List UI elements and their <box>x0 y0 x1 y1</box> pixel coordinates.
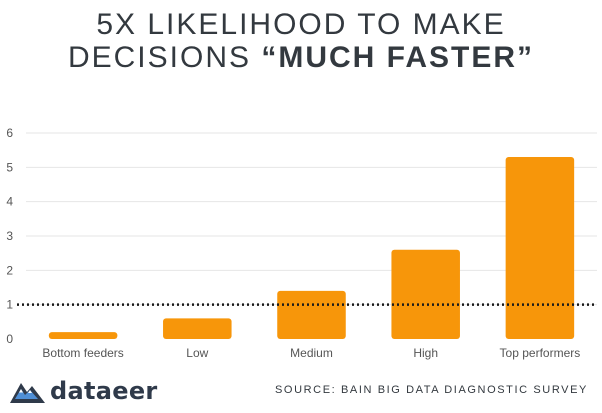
x-tick-label: Medium <box>290 346 333 360</box>
x-tick-label: High <box>413 346 438 360</box>
bar <box>391 249 460 339</box>
bar <box>505 157 575 339</box>
y-tick-label: 4 <box>6 195 13 209</box>
mountain-logo-icon <box>10 383 45 403</box>
x-tick-label: Low <box>186 346 208 360</box>
bar <box>163 318 232 339</box>
y-tick-label: 0 <box>6 332 13 346</box>
title-line-2-prefix: DECISIONS <box>67 41 262 74</box>
y-tick-label: 3 <box>6 229 13 243</box>
x-tick-label: Top performers <box>500 346 581 360</box>
y-tick-label: 5 <box>6 160 13 174</box>
bar <box>277 290 346 339</box>
y-tick-label: 6 <box>6 126 13 140</box>
x-tick-label: Bottom feeders <box>42 346 123 360</box>
y-tick-label: 2 <box>6 263 13 277</box>
source-note: SOURCE: BAIN BIG DATA DIAGNOSTIC SURVEY <box>274 384 588 396</box>
bar <box>48 332 118 339</box>
y-tick-label: 1 <box>6 298 13 312</box>
title-emphasis: “MUCH FASTER” <box>261 41 535 74</box>
brand-name: dataeer <box>50 377 158 405</box>
title-line-1: 5X LIKELIHOOD TO MAKE <box>96 8 506 41</box>
chart-title: 5X LIKELIHOOD TO MAKE DECISIONS “MUCH FA… <box>0 8 602 74</box>
brand-logo: dataeer <box>10 376 158 406</box>
title-line-2: DECISIONS “MUCH FASTER” <box>0 41 602 74</box>
